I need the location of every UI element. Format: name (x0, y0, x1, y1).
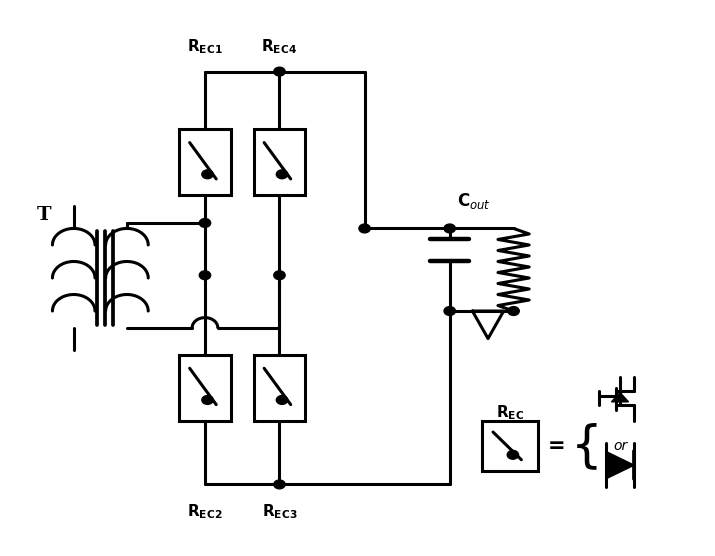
Circle shape (276, 170, 287, 178)
Bar (179, 130, 230, 195)
Text: =: = (547, 436, 565, 456)
Circle shape (274, 67, 285, 76)
Text: {: { (571, 422, 603, 470)
Polygon shape (606, 451, 634, 479)
Bar (254, 355, 305, 421)
Bar (482, 421, 538, 471)
Circle shape (199, 271, 211, 280)
Circle shape (274, 271, 285, 280)
Circle shape (202, 395, 213, 404)
Text: $\mathbf{R_{EC2}}$: $\mathbf{R_{EC2}}$ (187, 503, 223, 522)
Circle shape (199, 219, 211, 227)
Bar (254, 130, 305, 195)
Bar (179, 355, 230, 421)
Text: $\mathbf{R_{EC3}}$: $\mathbf{R_{EC3}}$ (262, 503, 297, 522)
Text: $\mathbf{R_{EC4}}$: $\mathbf{R_{EC4}}$ (262, 37, 297, 56)
Text: $\mathbf{R_{EC1}}$: $\mathbf{R_{EC1}}$ (187, 37, 223, 56)
Circle shape (507, 450, 518, 459)
Circle shape (274, 480, 285, 489)
Text: T: T (36, 206, 51, 224)
Text: $\mathbf{C}_{\mathit{out}}$: $\mathbf{C}_{\mathit{out}}$ (457, 191, 490, 211)
Text: or: or (613, 439, 627, 453)
Circle shape (508, 306, 519, 315)
Circle shape (202, 170, 213, 178)
Circle shape (359, 224, 370, 233)
Circle shape (444, 224, 455, 233)
Text: $\mathbf{R_{EC}}$: $\mathbf{R_{EC}}$ (496, 404, 524, 422)
Circle shape (444, 306, 455, 315)
Circle shape (276, 395, 287, 404)
Polygon shape (611, 393, 628, 402)
